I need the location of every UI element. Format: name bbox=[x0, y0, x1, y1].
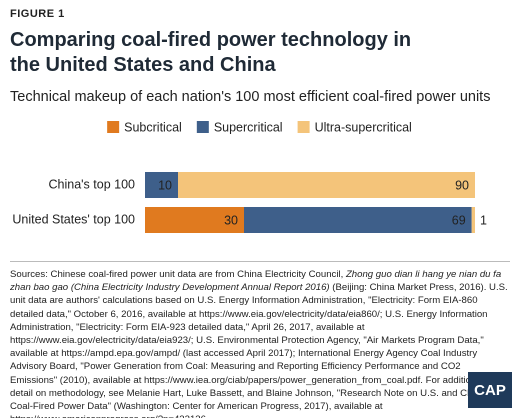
bar-segment bbox=[471, 207, 475, 233]
source-text: Zhong guo dian li hang ye nian du fa zha… bbox=[10, 269, 502, 294]
value-label: 90 bbox=[455, 178, 469, 192]
source-text: Sources: Chinese coal-fired power unit d… bbox=[10, 269, 346, 280]
divider bbox=[10, 261, 510, 262]
legend-label: Ultra-supercritical bbox=[315, 120, 412, 134]
category-label: China's top 100 bbox=[49, 177, 136, 191]
chart-subtitle: Technical makeup of each nation's 100 mo… bbox=[10, 89, 491, 105]
legend-label: Subcritical bbox=[124, 120, 182, 134]
bar-segment bbox=[145, 172, 178, 198]
value-label: 1 bbox=[480, 213, 487, 227]
chart: Subcritical Supercritical Ultra-supercriti… bbox=[12, 120, 487, 233]
bar-segment bbox=[145, 207, 244, 233]
chart-title: Comparing coal-fired power technology in… bbox=[10, 29, 412, 76]
category-label: United States' top 100 bbox=[12, 212, 135, 226]
bar-segment bbox=[178, 172, 475, 198]
value-label: 10 bbox=[158, 178, 172, 192]
value-label: 30 bbox=[224, 213, 238, 227]
figure-label: FIGURE 1 bbox=[10, 8, 65, 20]
legend-label: Supercritical bbox=[214, 120, 283, 134]
source-text: (Beijing: China Market Press, 2016). U.S… bbox=[10, 282, 508, 418]
sources: Sources: Chinese coal-fired power unit d… bbox=[10, 268, 508, 418]
logo: CAP bbox=[468, 372, 512, 408]
bar-segment bbox=[244, 207, 472, 233]
legend-swatch bbox=[107, 121, 120, 133]
legend-swatch bbox=[297, 121, 310, 133]
legend-swatch bbox=[196, 121, 209, 133]
value-label: 69 bbox=[452, 213, 466, 227]
